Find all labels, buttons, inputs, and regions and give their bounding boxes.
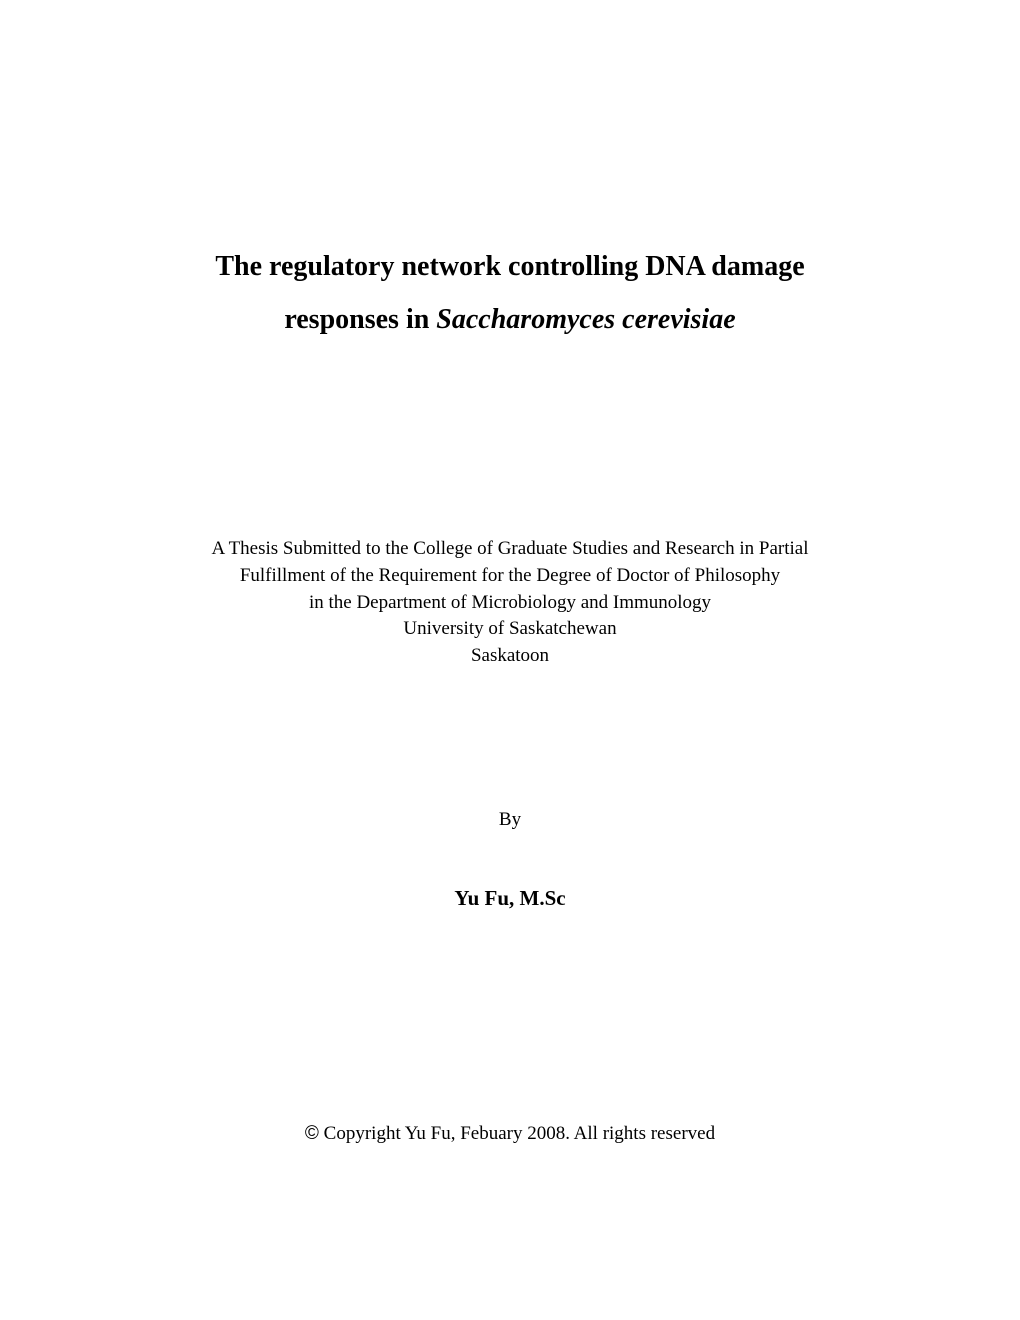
author-name: Yu Fu, M.Sc — [130, 886, 890, 911]
by-label: By — [130, 809, 890, 831]
title-line-1: The regulatory network controlling DNA d… — [130, 240, 890, 293]
copyright-notice: © Copyright Yu Fu, Febuary 2008. All rig… — [0, 1123, 1020, 1145]
submission-line-2: Fulfillment of the Requirement for the D… — [130, 563, 890, 590]
title-line-2-prefix: responses in — [284, 304, 436, 335]
thesis-title: The regulatory network controlling DNA d… — [130, 240, 890, 346]
copyright-symbol: © — [305, 1123, 319, 1144]
submission-line-5: Saskatoon — [130, 643, 890, 670]
copyright-text: Copyright Yu Fu, Febuary 2008. All right… — [319, 1123, 715, 1144]
submission-line-3: in the Department of Microbiology and Im… — [130, 590, 890, 617]
title-line-2-italic: Saccharomyces cerevisiae — [436, 304, 735, 335]
submission-statement: A Thesis Submitted to the College of Gra… — [130, 536, 890, 669]
submission-line-4: University of Saskatchewan — [130, 616, 890, 643]
submission-line-1: A Thesis Submitted to the College of Gra… — [130, 536, 890, 563]
title-line-2: responses in Saccharomyces cerevisiae — [130, 293, 890, 346]
